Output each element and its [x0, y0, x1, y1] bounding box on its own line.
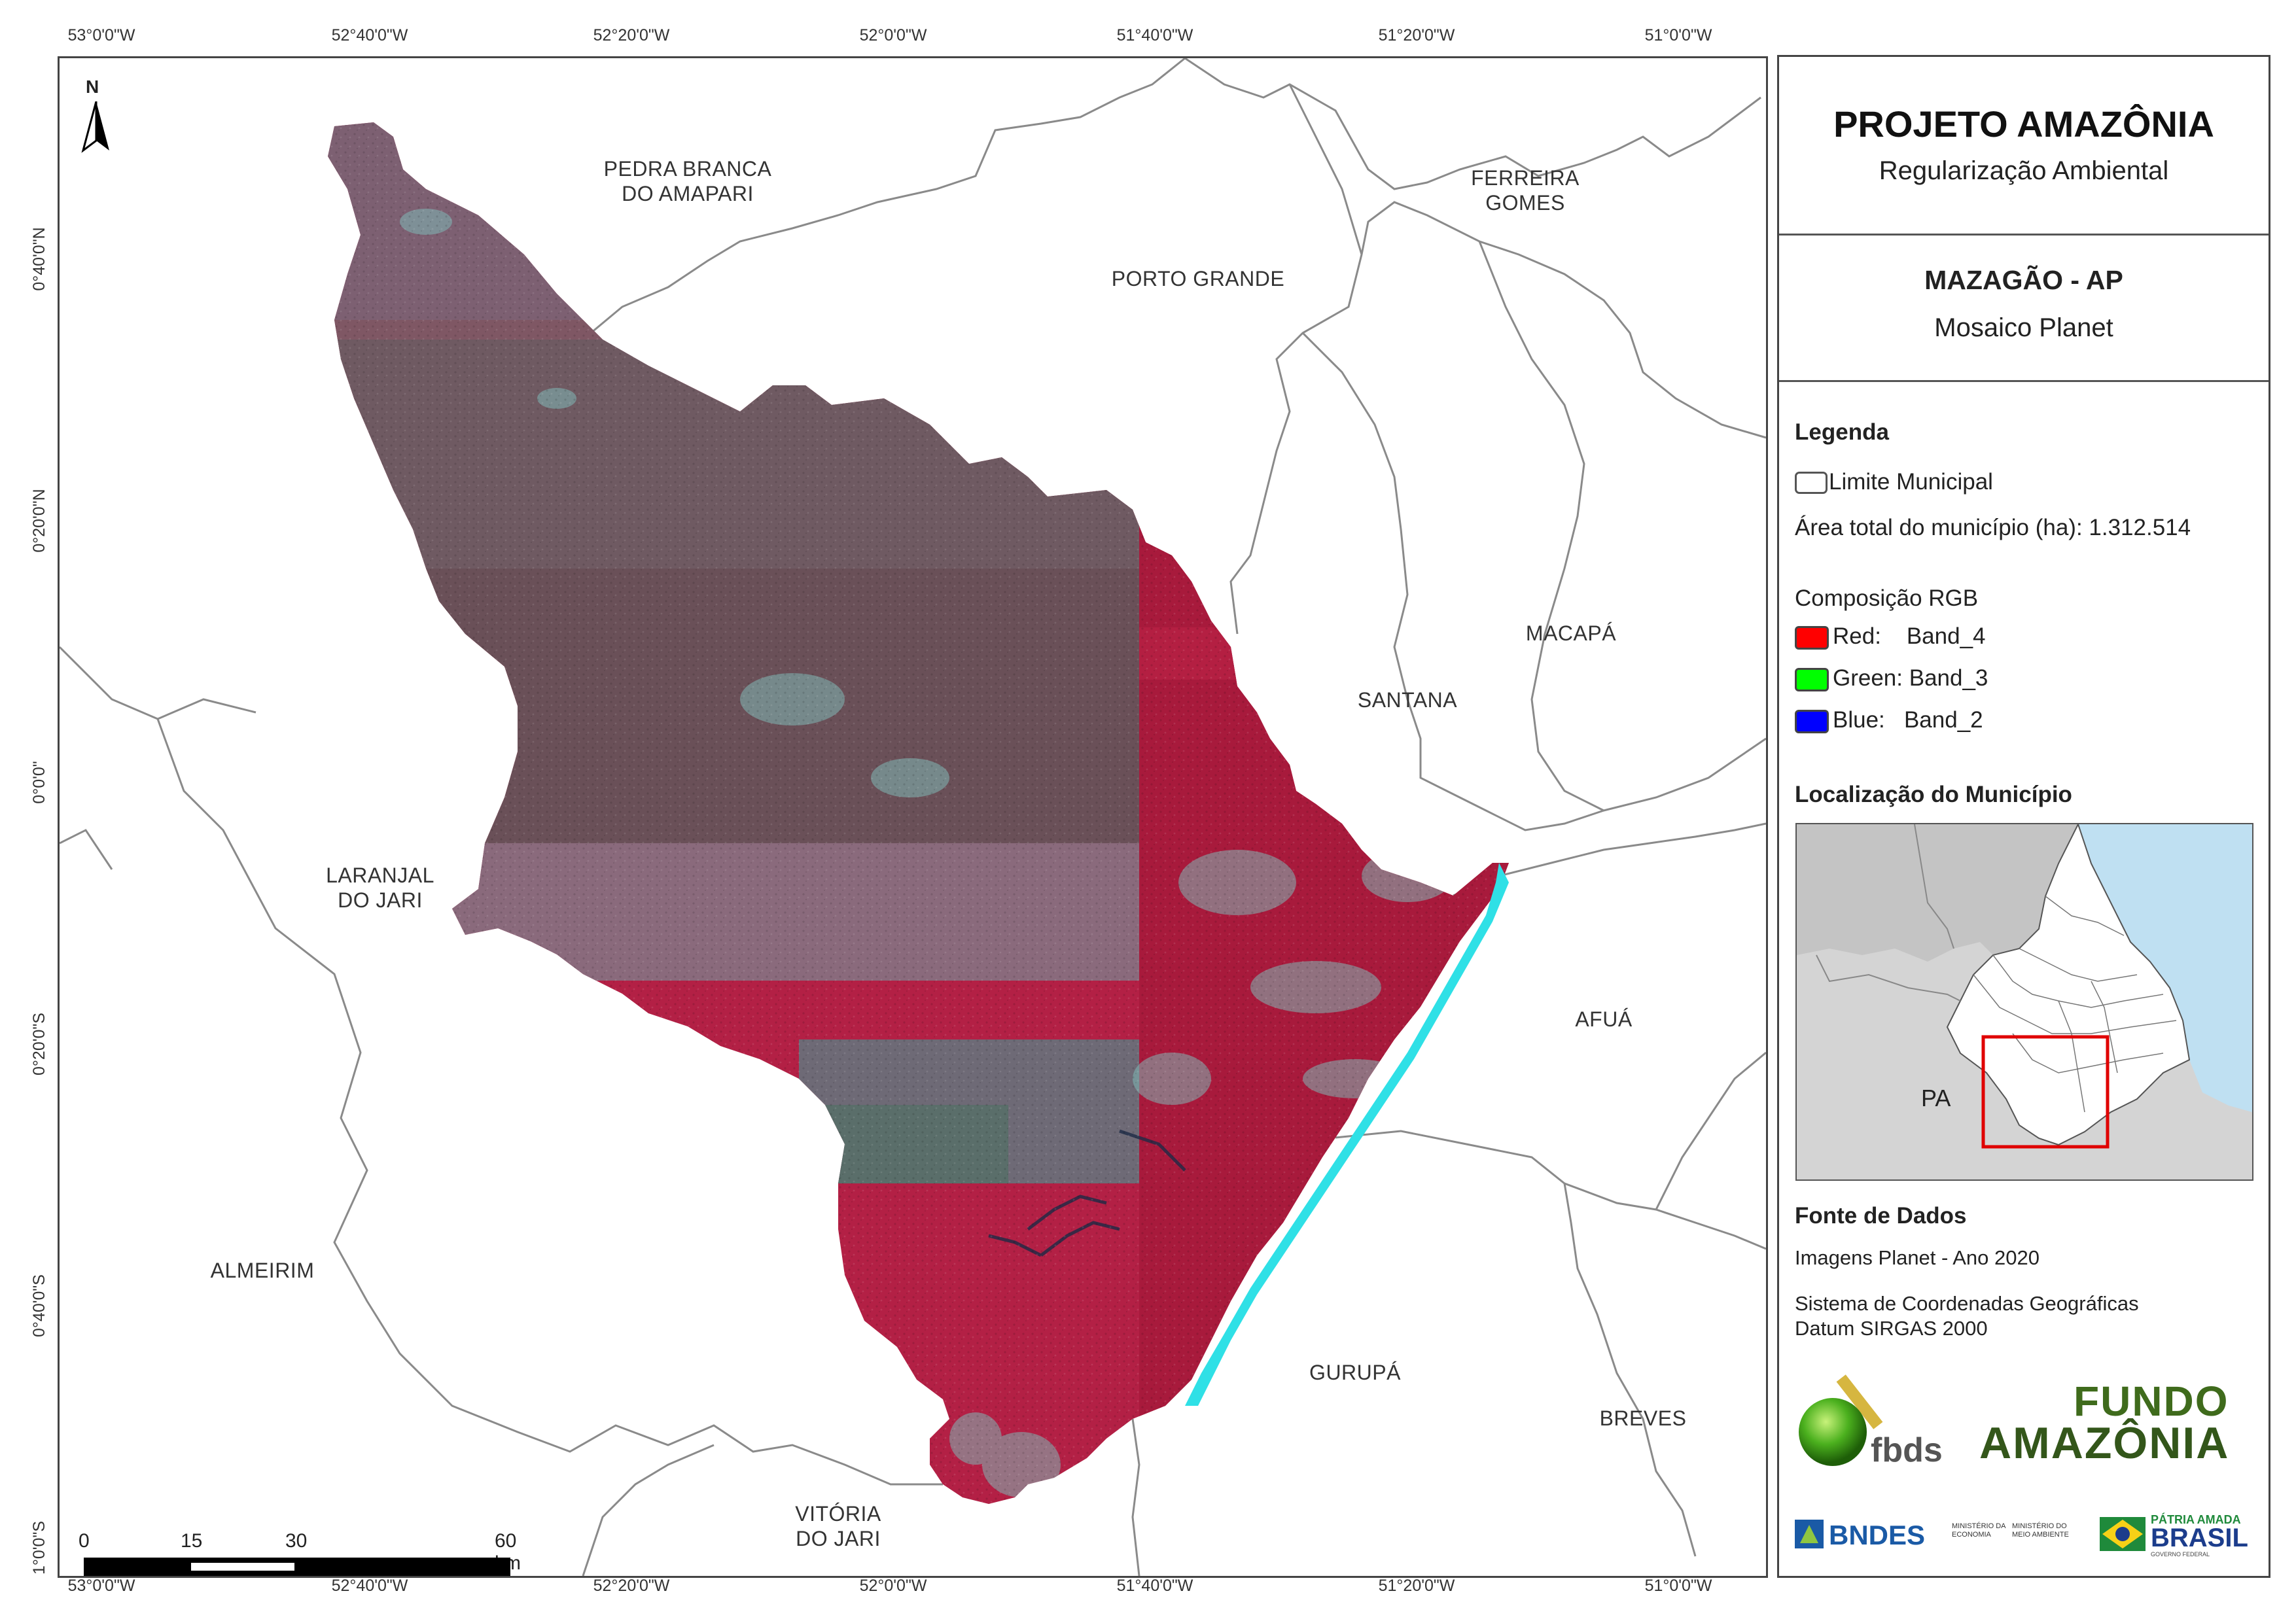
- legend-panel: PROJETO AMAZÔNIA Regularização Ambiental…: [1777, 55, 2270, 1578]
- bndes-logo-text: BNDES: [1829, 1520, 1926, 1550]
- location-inset-map[interactable]: PA: [1795, 823, 2253, 1181]
- coord-left-label: 1°0'0"S: [30, 1520, 48, 1575]
- scale-tick-label: 0: [79, 1530, 90, 1552]
- label-porto-grande: PORTO GRANDE: [1111, 267, 1285, 290]
- fbds-logo: fbds: [1795, 1372, 1952, 1470]
- label-pedra-branca: PEDRA BRANCA DO AMAPARI: [603, 157, 772, 205]
- fbds-logo-text: fbds: [1871, 1431, 1943, 1469]
- inset-label-pa: PA: [1921, 1085, 1951, 1111]
- rgb-red-swatch: [1795, 626, 1829, 650]
- patria-amada-logo: PÁTRIA AMADA BRASIL GOVERNO FEDERAL: [2100, 1513, 2250, 1559]
- scale-bar-segment: [191, 1563, 294, 1571]
- coord-left-label: 0°20'0"S: [30, 1013, 48, 1075]
- crs-line-1: Sistema de Coordenadas Geográficas: [1795, 1292, 2139, 1315]
- coord-left-label: 0°40'0"N: [30, 227, 48, 291]
- patria-text-3: GOVERNO FEDERAL: [2151, 1551, 2210, 1558]
- coord-left-label: 0°40'0"S: [30, 1274, 48, 1337]
- area-total: Área total do município (ha): 1.312.514: [1795, 515, 2191, 540]
- coord-left-label: 0°20'0"N: [30, 489, 48, 553]
- label-laranjal: LARANJAL DO JARI: [326, 864, 434, 912]
- coord-left-label: 0°0'0": [30, 761, 48, 804]
- scale-tick-label: 15: [181, 1530, 203, 1552]
- coord-bottom-label: 53°0'0"W: [67, 1577, 135, 1595]
- north-arrow-icon: [81, 101, 109, 153]
- fundo-logo-text-1: FUNDO: [2074, 1378, 2229, 1425]
- coord-bottom-label: 51°20'0"W: [1378, 1577, 1455, 1595]
- coord-bottom-label: 52°40'0"W: [331, 1577, 408, 1595]
- label-vitoria: VITÓRIA DO JARI: [795, 1502, 881, 1550]
- scale-bar-track: [84, 1558, 510, 1576]
- label-almeirim: ALMEIRIM: [210, 1259, 315, 1282]
- scale-tick-label: 30: [285, 1530, 308, 1552]
- source-text: Imagens Planet - Ano 2020: [1795, 1246, 2040, 1269]
- bndes-logo-icon: [1795, 1520, 1824, 1548]
- legend-heading: Legenda: [1795, 419, 1889, 445]
- rgb-green-swatch: [1795, 668, 1829, 691]
- coord-bottom-label: 51°40'0"W: [1116, 1577, 1193, 1595]
- area-subtitle: Mosaico Planet: [1934, 313, 2113, 342]
- brazil-flag-icon: [2100, 1517, 2146, 1551]
- rgb-blue-label: Blue: Band_2: [1833, 707, 1983, 733]
- north-arrow: N: [77, 77, 116, 155]
- river: [1185, 863, 1509, 1406]
- project-subtitle: Regularização Ambiental: [1879, 156, 2169, 185]
- coord-bottom-label: 51°0'0"W: [1644, 1577, 1712, 1595]
- fbds-logo-icon: [1799, 1374, 1883, 1466]
- map-canvas: [60, 58, 1766, 1576]
- scale-bar: 0 15 30 60 km: [79, 1530, 542, 1576]
- ministerio-economia: MINISTÉRIO DA ECONOMIA: [1952, 1522, 2006, 1539]
- coord-bottom-label: 52°0'0"W: [859, 1577, 927, 1595]
- rgb-green-label: Green: Band_3: [1833, 665, 1988, 691]
- coord-top-label: 52°20'0"W: [593, 26, 670, 44]
- coord-top-label: 51°20'0"W: [1378, 26, 1455, 44]
- inset-highlight-box: [1981, 1035, 2110, 1149]
- label-macapa: MACAPÁ: [1525, 621, 1617, 645]
- rgb-red-label: Red: Band_4: [1833, 623, 1986, 649]
- panel-divider: [1779, 380, 2269, 382]
- rgb-blue-swatch: [1795, 710, 1829, 733]
- coord-top-label: 51°40'0"W: [1116, 26, 1193, 44]
- label-santana: SANTANA: [1357, 688, 1458, 712]
- location-heading: Localização do Município: [1795, 782, 2072, 807]
- coord-bottom-label: 52°20'0"W: [593, 1577, 670, 1595]
- patria-text-2: BRASIL: [2151, 1524, 2248, 1552]
- fundo-logo-text-2: AMAZÔNIA: [1979, 1418, 2230, 1468]
- panel-divider: [1779, 234, 2269, 236]
- north-arrow-label: N: [86, 77, 99, 97]
- ministerio-meio-ambiente: MINISTÉRIO DO MEIO AMBIENTE: [2012, 1522, 2069, 1539]
- limit-label: Limite Municipal: [1829, 469, 1993, 495]
- label-gurupa: GURUPÁ: [1309, 1361, 1401, 1384]
- crs-line-2: Datum SIRGAS 2000: [1795, 1317, 1988, 1340]
- rgb-heading: Composição RGB: [1795, 585, 1979, 611]
- fundo-amazonia-logo: FUNDO AMAZÔNIA: [1975, 1377, 2257, 1469]
- coord-top-label: 52°0'0"W: [859, 26, 927, 44]
- coord-top-label: 51°0'0"W: [1644, 26, 1712, 44]
- label-ferreira-gomes: FERREIRA GOMES: [1471, 166, 1580, 215]
- label-afua: AFUÁ: [1575, 1007, 1633, 1031]
- inset-canvas: [1797, 824, 2252, 1179]
- project-title: PROJETO AMAZÔNIA: [1833, 103, 2214, 145]
- map-frame[interactable]: N PEDRA BRANCA DO AMAPARI FERREIRA GOMES…: [58, 56, 1768, 1578]
- mazagao-raster: [328, 122, 1509, 1504]
- patria-text-1: PÁTRIA AMADA: [2151, 1513, 2241, 1526]
- limit-swatch: [1795, 472, 1828, 494]
- coord-top-label: 52°40'0"W: [331, 26, 408, 44]
- label-breves: BREVES: [1599, 1406, 1687, 1430]
- area-title: MAZAGÃO - AP: [1924, 265, 2123, 295]
- coord-top-label: 53°0'0"W: [67, 26, 135, 44]
- source-heading: Fonte de Dados: [1795, 1203, 1967, 1229]
